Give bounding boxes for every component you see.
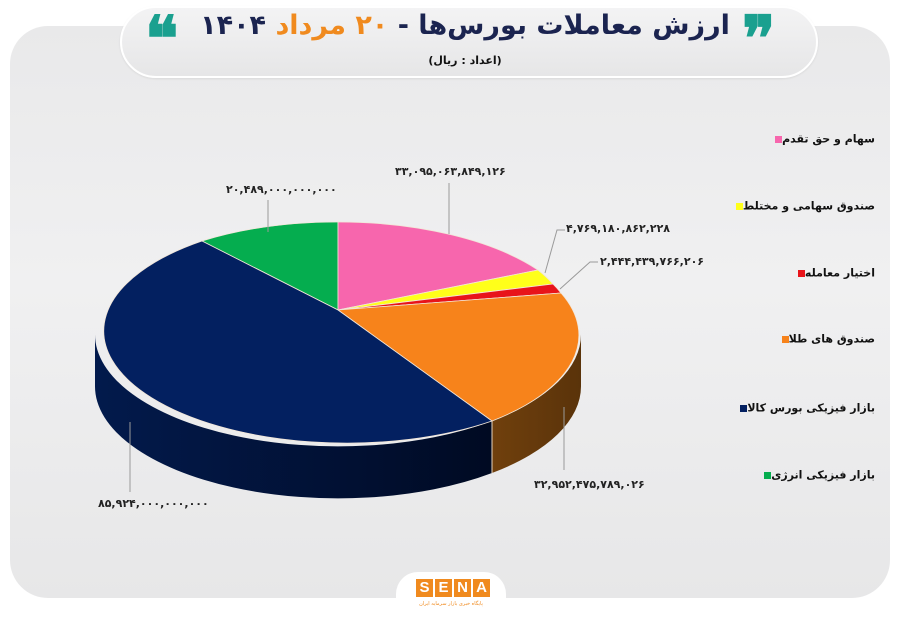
label-stocks: ۳۳,۰۹۵,۰۶۳,۸۴۹,۱۲۶ xyxy=(395,165,506,178)
title-banner xyxy=(120,6,818,78)
legend-swatch xyxy=(764,471,772,479)
legend-swatch xyxy=(775,135,783,143)
legend-item-equity-funds[interactable]: صندوق سهامی و مختلط xyxy=(735,199,875,213)
sena-logo: S E N A پایگاه خبری بازار سرمایه ایران xyxy=(396,572,506,620)
legend-swatch xyxy=(797,269,805,277)
logo-tagline: پایگاه خبری بازار سرمایه ایران xyxy=(419,601,483,607)
legend-item-stocks[interactable]: سهام و حق تقدم xyxy=(745,132,875,146)
label-equity-funds: ۴,۷۶۹,۱۸۰,۸۶۲,۲۲۸ xyxy=(566,222,670,235)
label-energy: ۲۰,۴۸۹,۰۰۰,۰۰۰,۰۰۰ xyxy=(226,183,337,196)
label-options: ۲,۴۴۴,۴۳۹,۷۶۶,۲۰۶ xyxy=(600,255,704,268)
logo-letters: S E N A xyxy=(416,579,490,597)
legend-item-gold-funds[interactable]: صندوق های طلا xyxy=(745,332,875,346)
label-gold-funds: ۳۲,۹۵۲,۴۷۵,۷۸۹,۰۲۶ xyxy=(534,478,645,491)
legend-item-options[interactable]: اختیار معامله xyxy=(745,266,875,280)
label-commodity: ۸۵,۹۲۴,۰۰۰,۰۰۰,۰۰۰ xyxy=(98,497,209,510)
slice-gold-funds[interactable] xyxy=(336,292,580,422)
slice-stocks[interactable] xyxy=(337,221,540,311)
title-year: ۱۴۰۴ xyxy=(200,10,267,41)
quote-open-icon: ❝ xyxy=(145,2,179,75)
chart-title: ارزش معاملات بورس‌ها - ۲۰ مرداد ۱۴۰۴ xyxy=(190,10,740,41)
chart-subtitle: (اعداد : ریال) xyxy=(428,54,502,67)
legend-item-energy[interactable]: بازار فیزیکی انرژی xyxy=(745,468,875,482)
legend-swatch xyxy=(781,335,789,343)
legend-swatch xyxy=(735,202,743,210)
pie-side-gold xyxy=(492,334,582,473)
title-main: ارزش معاملات بورس‌ها - xyxy=(388,10,730,41)
slice-energy[interactable] xyxy=(200,221,339,311)
pie-side-commodity xyxy=(94,334,492,499)
quote-close-icon: ❞ xyxy=(742,2,776,75)
legend-item-commodity[interactable]: بازار فیزیکی بورس کالا xyxy=(740,401,875,415)
title-date: ۲۰ مرداد xyxy=(275,10,389,41)
slice-commodity[interactable] xyxy=(103,240,493,444)
legend-swatch xyxy=(740,404,748,412)
